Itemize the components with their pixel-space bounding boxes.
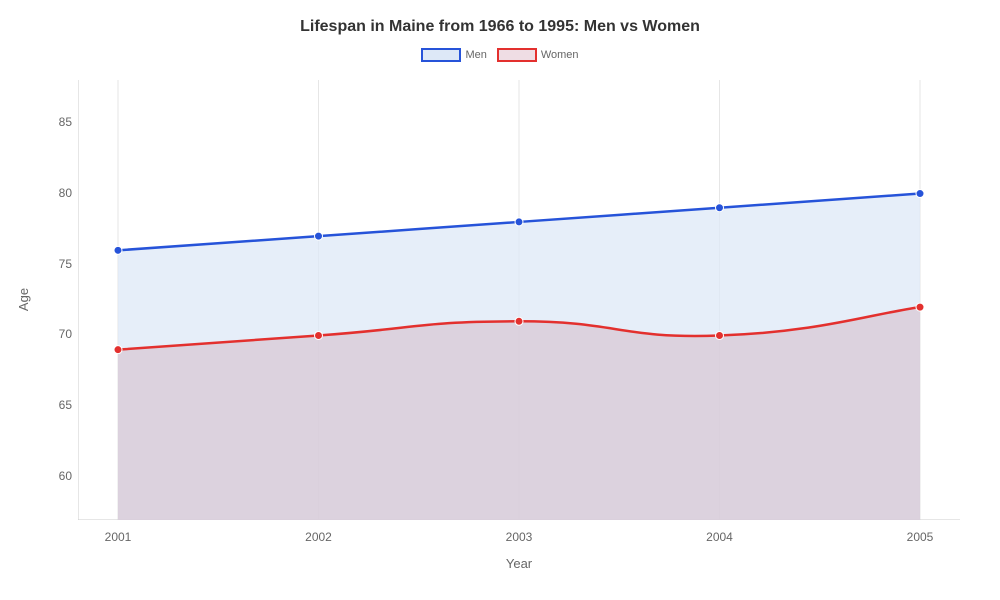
- x-tick-label: 2004: [700, 530, 740, 544]
- y-tick-label: 65: [44, 398, 72, 412]
- x-tick-label: 2005: [900, 530, 940, 544]
- legend: Men Women: [0, 48, 1000, 62]
- x-axis-title: Year: [78, 556, 960, 571]
- data-point[interactable]: [716, 331, 724, 339]
- plot-area: [78, 80, 960, 520]
- legend-label-men: Men: [465, 49, 486, 61]
- data-point[interactable]: [515, 317, 523, 325]
- legend-swatch-women: [497, 48, 537, 62]
- data-point[interactable]: [114, 246, 122, 254]
- chart-title: Lifespan in Maine from 1966 to 1995: Men…: [0, 18, 1000, 36]
- y-axis-title: Age: [16, 288, 31, 311]
- legend-label-women: Women: [541, 49, 579, 61]
- legend-item-men[interactable]: Men: [421, 48, 486, 62]
- x-tick-label: 2003: [499, 530, 539, 544]
- x-tick-label: 2001: [98, 530, 138, 544]
- data-point[interactable]: [515, 218, 523, 226]
- data-point[interactable]: [916, 190, 924, 198]
- data-point[interactable]: [315, 232, 323, 240]
- y-tick-label: 60: [44, 469, 72, 483]
- data-point[interactable]: [916, 303, 924, 311]
- y-tick-label: 75: [44, 257, 72, 271]
- legend-swatch-men: [421, 48, 461, 62]
- data-point[interactable]: [716, 204, 724, 212]
- x-tick-label: 2002: [299, 530, 339, 544]
- y-tick-label: 80: [44, 186, 72, 200]
- chart-svg: [78, 80, 960, 520]
- data-point[interactable]: [114, 346, 122, 354]
- legend-item-women[interactable]: Women: [497, 48, 579, 62]
- data-point[interactable]: [315, 331, 323, 339]
- y-tick-label: 85: [44, 115, 72, 129]
- chart-container: Lifespan in Maine from 1966 to 1995: Men…: [0, 0, 1000, 600]
- y-tick-label: 70: [44, 327, 72, 341]
